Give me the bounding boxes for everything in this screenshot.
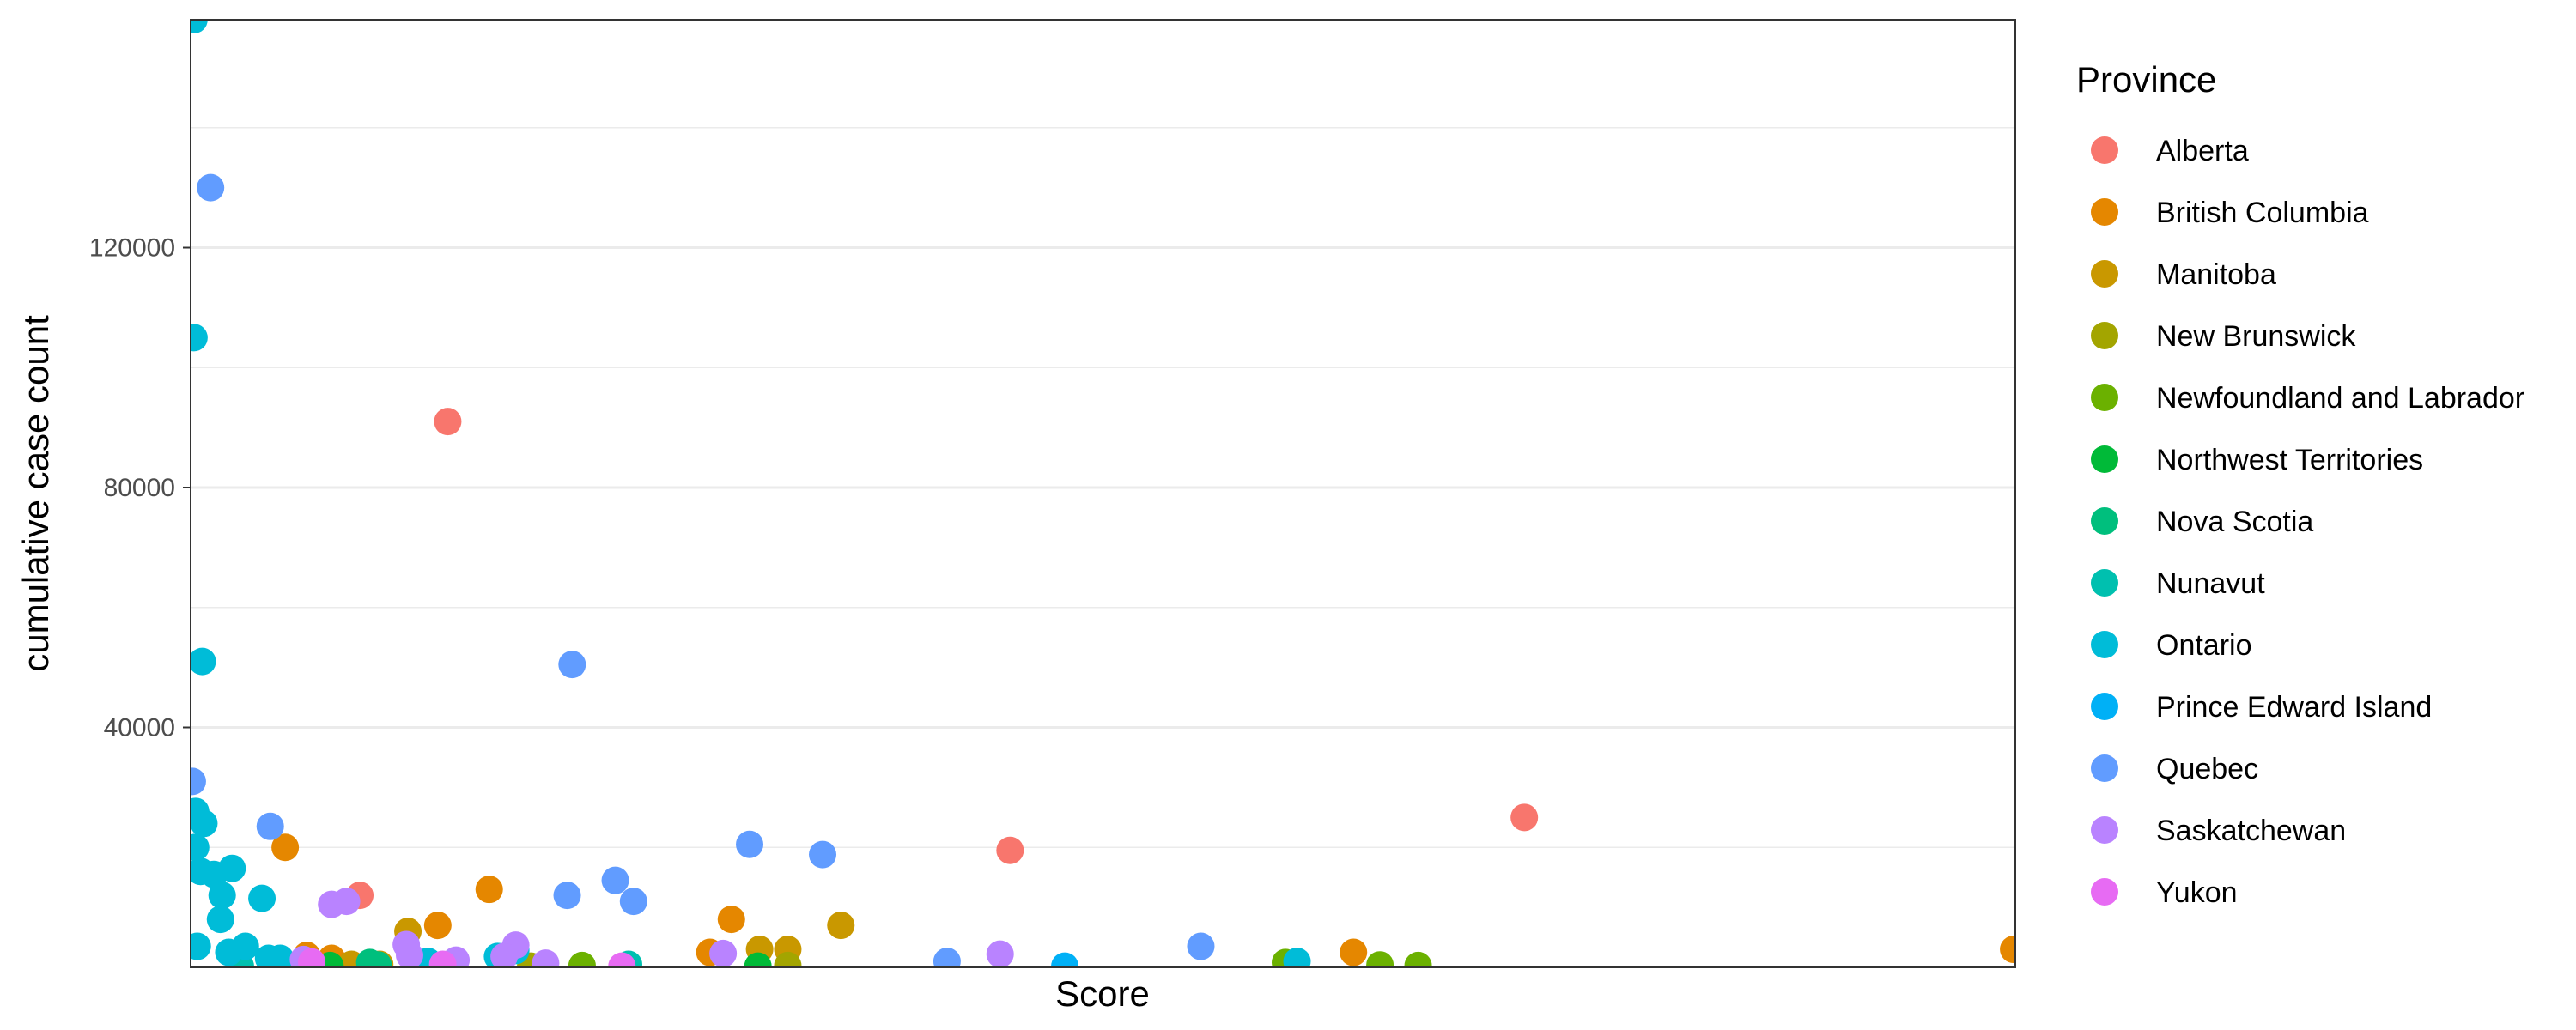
plot-panel <box>191 20 2015 967</box>
legend-key <box>2091 260 2118 288</box>
y-axis-title: cumulative case count <box>15 315 56 672</box>
legend-label: Alberta <box>2156 135 2249 167</box>
legend-label: Quebec <box>2156 753 2258 785</box>
data-point <box>191 833 210 862</box>
legend-label: Prince Edward Island <box>2156 691 2432 724</box>
data-point <box>191 324 208 352</box>
legend-key <box>2091 569 2118 597</box>
legend-label: Manitoba <box>2156 258 2276 291</box>
data-point <box>1187 932 1215 960</box>
data-point <box>298 948 326 967</box>
data-point <box>191 647 216 676</box>
data-point <box>256 812 284 840</box>
data-point <box>191 932 211 960</box>
data-point <box>396 942 423 967</box>
data-point <box>532 949 560 967</box>
legend-label: Nova Scotia <box>2156 506 2313 538</box>
legend-label: Northwest Territories <box>2156 444 2423 476</box>
data-point <box>490 942 519 967</box>
data-points <box>191 20 2015 967</box>
data-point <box>774 951 802 967</box>
data-point <box>608 952 636 967</box>
data-point <box>218 854 246 882</box>
data-point <box>553 882 581 910</box>
data-point <box>206 906 234 934</box>
data-point <box>434 408 462 436</box>
data-point <box>191 767 206 796</box>
legend-key <box>2091 384 2118 411</box>
legend-key <box>2091 322 2118 349</box>
legend-key <box>2091 507 2118 535</box>
data-point <box>744 952 772 967</box>
data-point <box>1051 952 1079 967</box>
data-point <box>271 833 300 862</box>
data-point <box>1283 948 1311 967</box>
data-point <box>601 866 629 894</box>
data-point <box>1404 951 1432 967</box>
data-point <box>1340 938 1368 966</box>
legend-key <box>2091 878 2118 906</box>
data-point <box>558 651 586 679</box>
data-point <box>2000 936 2015 964</box>
legend-label: New Brunswick <box>2156 320 2356 353</box>
data-point <box>428 950 457 967</box>
data-point <box>1366 951 1394 967</box>
grid-lines <box>191 127 2015 849</box>
data-point <box>364 951 392 967</box>
data-point <box>619 888 647 916</box>
legend-key <box>2091 754 2118 782</box>
legend: Province Alberta British Columbia Manitoba… <box>2076 59 2524 909</box>
legend-key <box>2091 198 2118 226</box>
legend-label: Ontario <box>2156 629 2252 662</box>
data-point <box>736 830 764 858</box>
legend-label: British Columbia <box>2156 197 2369 229</box>
legend-label: Yukon <box>2156 876 2238 909</box>
y-tick-label: 40000 <box>104 714 175 742</box>
data-point <box>191 809 218 838</box>
legend-label: Saskatchewan <box>2156 815 2346 847</box>
data-point <box>1510 803 1539 832</box>
data-point <box>827 912 855 940</box>
data-point <box>248 884 276 912</box>
legend-key <box>2091 445 2118 473</box>
legend-key <box>2091 693 2118 720</box>
legend-label: Nunavut <box>2156 567 2265 600</box>
data-point <box>332 888 361 916</box>
data-point <box>191 20 208 33</box>
data-point <box>809 840 837 869</box>
data-point <box>933 948 961 967</box>
legend-title: Province <box>2076 59 2216 100</box>
data-point <box>266 944 295 967</box>
legend-key <box>2091 816 2118 844</box>
legend-items: Alberta British Columbia Manitoba New Bruns… <box>2091 135 2524 909</box>
data-point <box>986 940 1014 967</box>
x-axis-title: Score <box>1055 973 1150 1014</box>
data-point <box>709 939 738 967</box>
data-point <box>423 912 452 940</box>
y-axis-ticks: 40000 80000 120000 <box>89 234 191 742</box>
data-point <box>996 836 1024 864</box>
data-point <box>717 906 745 934</box>
legend-key <box>2091 631 2118 658</box>
plot-border <box>190 19 2016 968</box>
data-point <box>208 882 236 910</box>
y-tick-label: 120000 <box>89 234 175 263</box>
legend-key <box>2091 136 2118 164</box>
data-point <box>215 938 243 966</box>
y-tick-label: 80000 <box>104 474 175 502</box>
data-point <box>475 876 503 904</box>
data-point <box>568 951 596 967</box>
data-point <box>197 173 225 202</box>
legend-label: Newfoundland and Labrador <box>2156 382 2524 415</box>
